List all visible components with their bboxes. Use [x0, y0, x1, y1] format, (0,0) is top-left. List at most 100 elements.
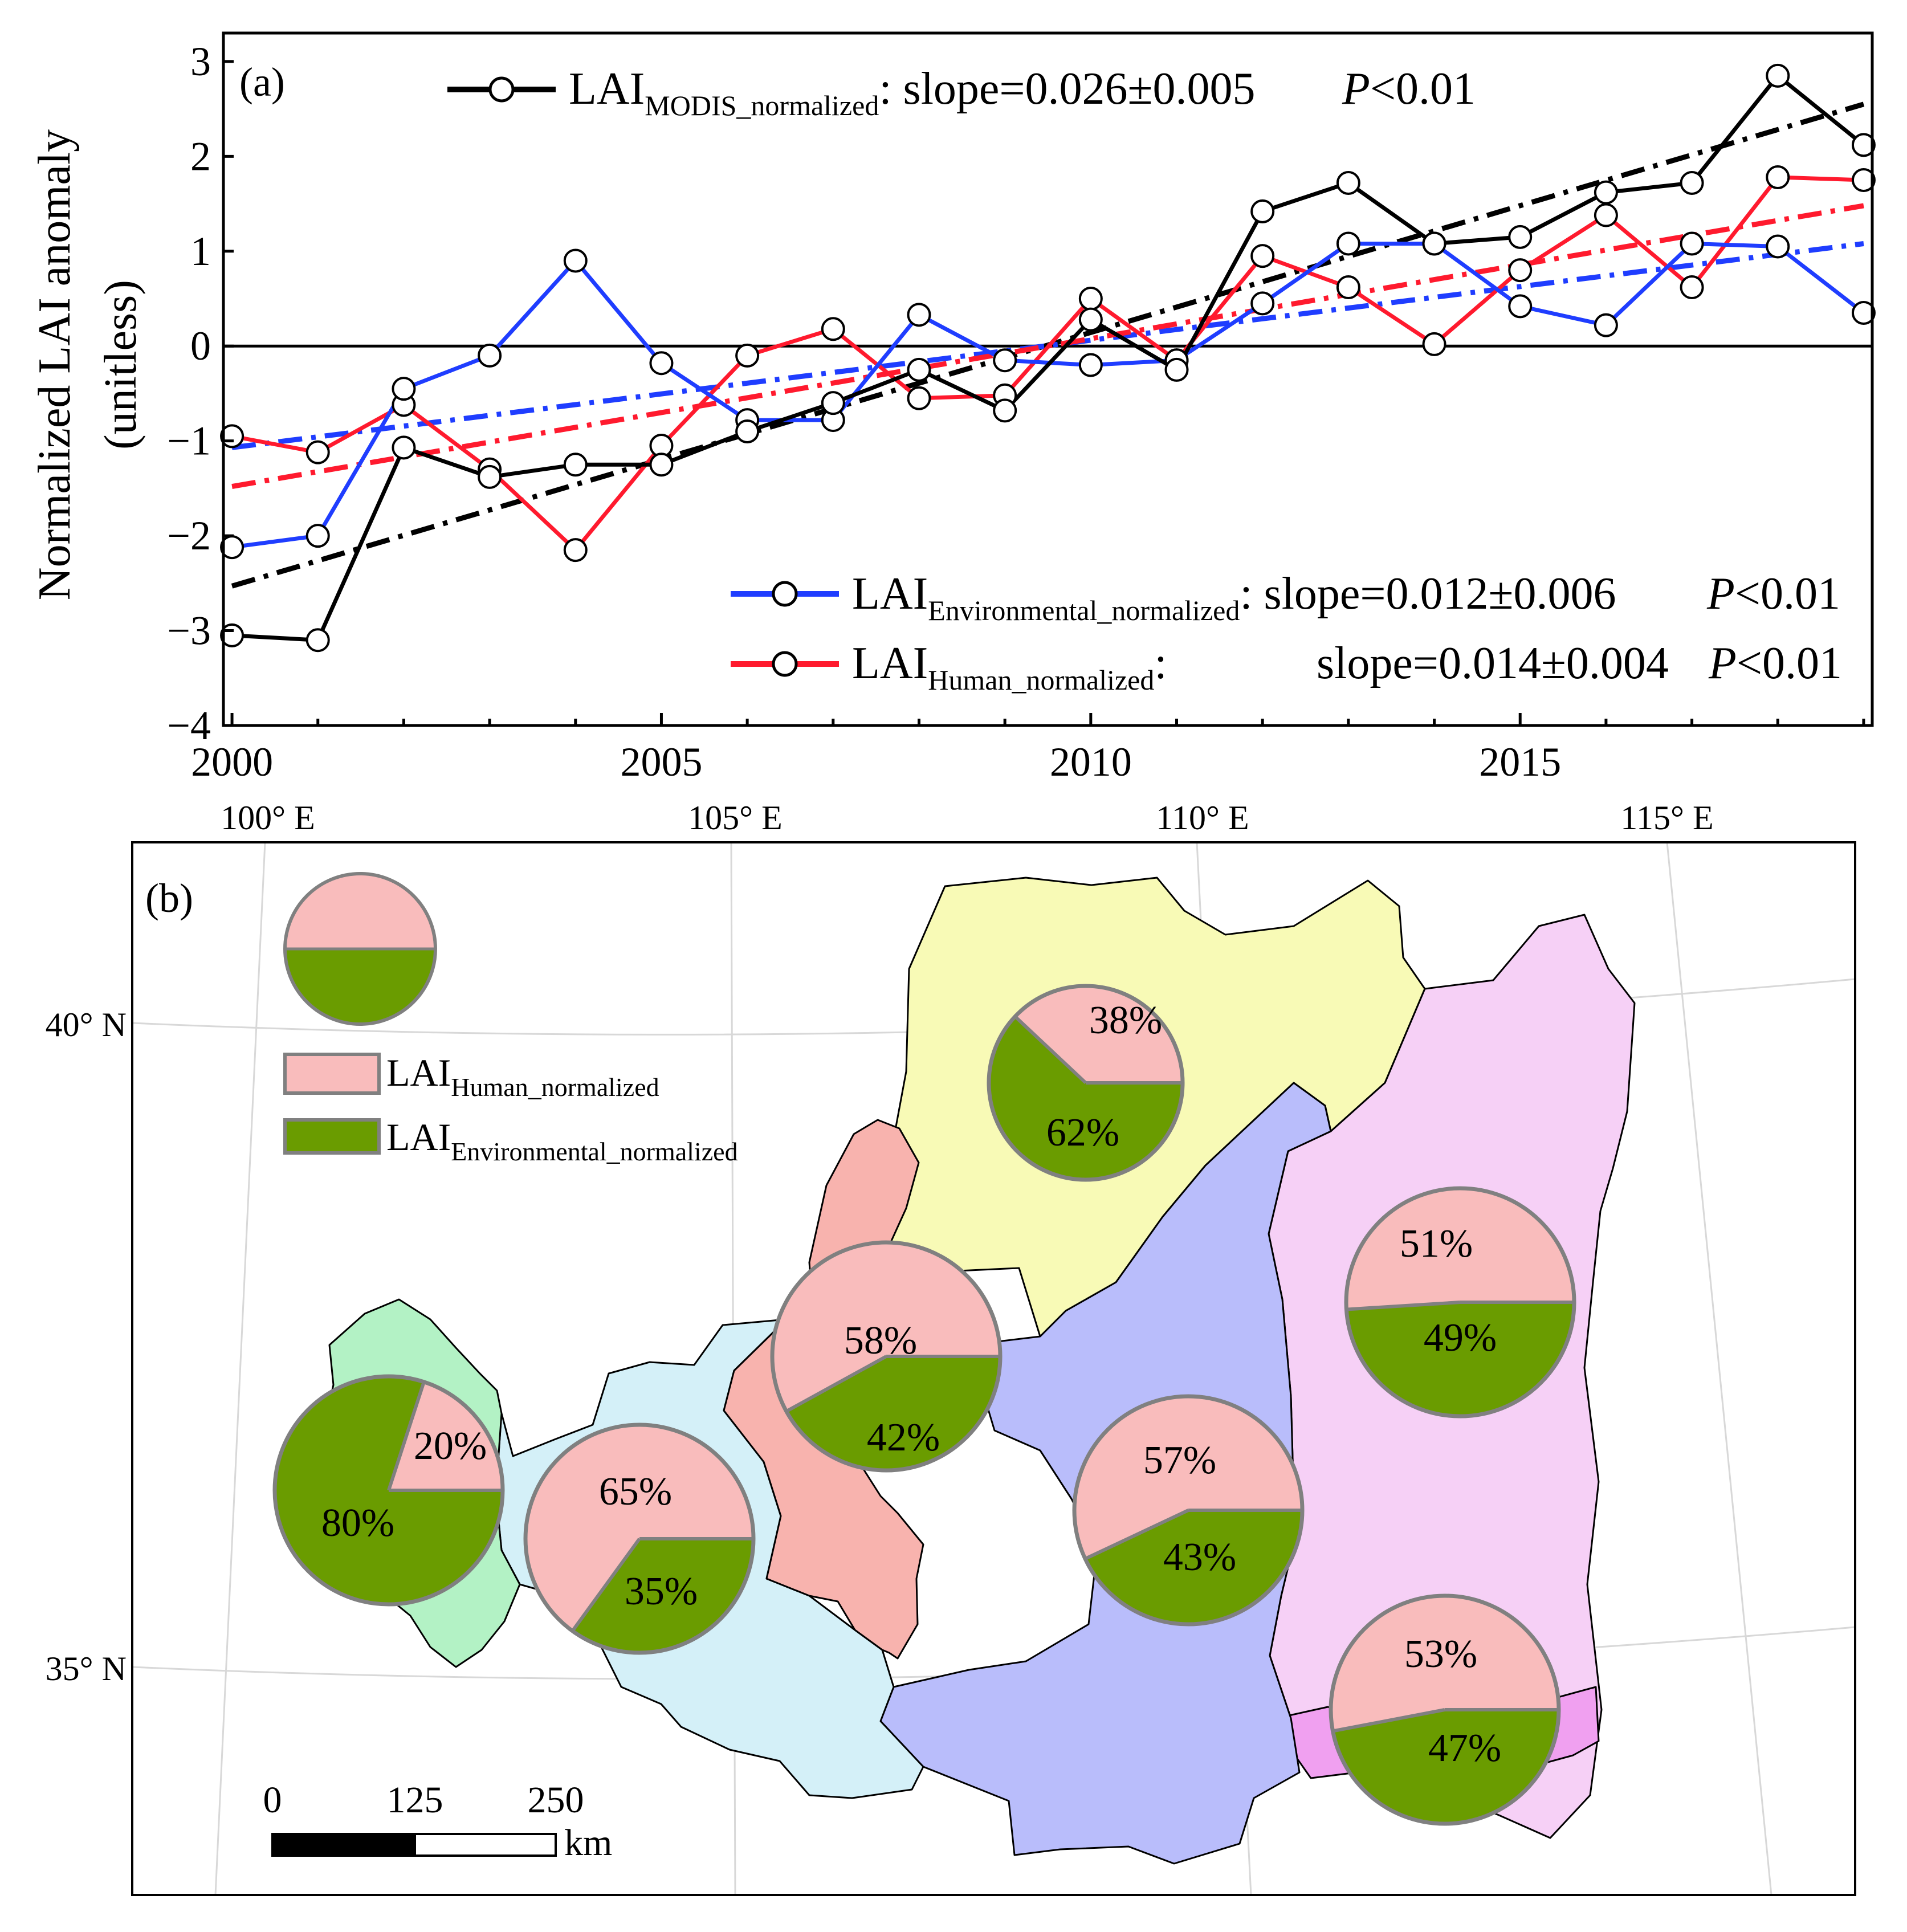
- data-point-environmental: [392, 377, 416, 401]
- data-point-modis: [305, 628, 330, 653]
- data-point-modis: [735, 419, 760, 444]
- scale-label-250: 250: [528, 1779, 584, 1821]
- scale-label-125: 125: [387, 1779, 443, 1821]
- legend-modis-p-value: <0.01: [1370, 64, 1476, 114]
- legend-env-stat: : slope=0.012±0.006: [1240, 569, 1616, 619]
- data-point-modis: [1766, 63, 1790, 88]
- data-point-modis: [1594, 180, 1618, 205]
- legend-sample-pie-env: [285, 949, 435, 1024]
- pie-label-human: 51%: [1400, 1222, 1473, 1266]
- data-point-modis: [1508, 225, 1533, 249]
- y-tick-label: 0: [190, 323, 211, 369]
- legend-env-swatch: [283, 1118, 381, 1155]
- data-point-human: [1851, 168, 1876, 192]
- legend-env-marker: [772, 581, 798, 607]
- legend-modis-label: LAIMODIS_normalized: slope=0.026±0.005: [569, 64, 1255, 121]
- legend-env-label: LAIEnvironmental_normalized: slope=0.012…: [852, 569, 1616, 626]
- y-axis-title-line2: (unitless): [96, 280, 146, 450]
- legend-modis-main: LAI: [569, 64, 645, 114]
- legend-modis-sub: MODIS_normalized: [645, 89, 879, 121]
- y-axis-ticks: 3 2 1 0 −1 −2 −3 −4: [167, 39, 234, 748]
- region-pies: 38% 62% 51% 49% 20% 80% 65% 35% 58% 42% 57% 43% 53% 4…: [272, 984, 1576, 1826]
- pie-label-environmental: 80%: [321, 1501, 394, 1545]
- data-point-modis: [478, 464, 502, 489]
- pie-label-human: 53%: [1404, 1632, 1477, 1676]
- scale-unit: km: [564, 1822, 612, 1864]
- scale-bar-black-segment: [271, 1833, 416, 1857]
- legend-human-text-sub: Human_normalized: [451, 1073, 659, 1102]
- legend-human-colon: :: [1154, 638, 1167, 688]
- pie-label-environmental: 42%: [867, 1416, 940, 1460]
- pie-west: 20% 80%: [272, 1374, 505, 1607]
- pie-label-environmental: 47%: [1428, 1726, 1501, 1770]
- data-point-environmental: [563, 248, 588, 273]
- pie-divider: [1014, 1015, 1087, 1085]
- data-point-environmental: [1594, 313, 1618, 337]
- legend-human-p-italic: P: [1708, 638, 1737, 688]
- pie-central: 58% 42%: [770, 1240, 1003, 1473]
- data-point-human: [907, 386, 931, 410]
- line-chart-panel: 3 2 1 0 −1 −2 −3 −4 2000 2005 2010 2015 (a) Normal…: [30, 31, 1876, 785]
- pie-divider: [785, 1355, 887, 1413]
- series-line-modis: [231, 74, 1865, 642]
- pie-divider: [1332, 1708, 1445, 1733]
- y-tick-label: 3: [190, 39, 211, 84]
- panel-a-label: (a): [239, 59, 285, 105]
- legend-modis-p: P<0.01: [1342, 64, 1476, 114]
- data-point-environmental: [1851, 300, 1876, 325]
- data-point-modis: [1336, 170, 1360, 195]
- data-point-modis: [1164, 357, 1189, 382]
- data-point-modis: [392, 435, 416, 460]
- lat-label-40: 40° N: [46, 1006, 127, 1044]
- data-point-human: [1680, 275, 1704, 300]
- data-point-modis: [907, 357, 931, 382]
- map-legend: LAIHuman_normalized LAIEnvironmental_nor…: [283, 872, 738, 1166]
- lon-label-115: 115° E: [1620, 799, 1713, 837]
- pie-label-environmental: 62%: [1046, 1111, 1119, 1155]
- y-tick-label: −4: [167, 703, 211, 748]
- data-point-modis: [1078, 307, 1103, 332]
- pie-label-human: 65%: [599, 1470, 672, 1514]
- pie-outline: [1329, 1593, 1561, 1826]
- pie-label-environmental: 49%: [1424, 1316, 1497, 1360]
- map-frame: [131, 841, 1856, 1896]
- data-point-human: [563, 538, 588, 563]
- legend-env-text-sub: Environmental_normalized: [451, 1137, 737, 1166]
- legend-env-sub: Environmental_normalized: [928, 594, 1240, 626]
- y-tick-label: −1: [167, 418, 211, 464]
- data-point-environmental: [993, 348, 1017, 373]
- data-point-human: [1078, 287, 1103, 311]
- data-point-environmental: [305, 524, 330, 548]
- data-point-human: [305, 440, 330, 464]
- pie-slice-environmental: [1333, 1710, 1559, 1824]
- data-point-human: [1250, 244, 1275, 268]
- series-line-human: [231, 175, 1864, 552]
- lon-label-100: 100° E: [221, 799, 315, 837]
- legend-env-p-italic: P: [1706, 569, 1735, 619]
- y-tick-label: −2: [167, 513, 211, 559]
- legend-modis-marker: [488, 76, 515, 103]
- legend-modis-stat: : slope=0.026±0.005: [879, 64, 1255, 114]
- pie-outline: [272, 1374, 505, 1607]
- lon-label-105: 105° E: [688, 799, 783, 837]
- legend-human-main: LAI: [852, 638, 928, 688]
- data-point-modis: [649, 453, 674, 477]
- legend-env-text-main: LAI: [386, 1115, 451, 1159]
- scale-bar: 0 125 250 km: [263, 1779, 613, 1864]
- data-point-environmental: [907, 303, 931, 327]
- pie-divider: [1346, 1301, 1461, 1311]
- pie-outline: [987, 984, 1185, 1182]
- map-panel: 100° E 105° E 110° E 115° E 40° N 35° N …: [46, 799, 1856, 1896]
- scale-label-0: 0: [263, 1779, 282, 1821]
- meridian-100: [214, 842, 266, 1896]
- x-tick-label: 2015: [1479, 739, 1561, 785]
- data-point-environmental: [649, 351, 674, 376]
- data-point-environmental: [1508, 294, 1533, 319]
- pie-label-human: 20%: [414, 1424, 487, 1468]
- pie-slice-environmental: [572, 1539, 753, 1653]
- data-point-modis: [1851, 133, 1876, 157]
- pie-label-human: 38%: [1089, 998, 1162, 1042]
- data-point-human: [1508, 258, 1533, 283]
- data-point-human: [1594, 203, 1618, 227]
